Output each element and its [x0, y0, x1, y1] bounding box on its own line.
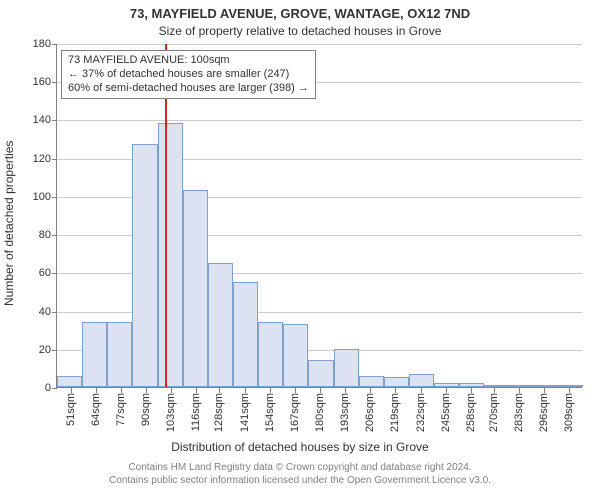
credit-line: Contains HM Land Registry data © Crown c…	[0, 462, 600, 475]
ytick-label: 60	[39, 267, 51, 279]
xtick-label: 154sqm	[264, 393, 276, 432]
histogram-bar	[535, 385, 560, 387]
histogram-bar	[359, 376, 384, 387]
histogram-bar	[107, 322, 132, 387]
xtick-label: 116sqm	[190, 393, 202, 431]
xtick-label: 232sqm	[415, 393, 427, 432]
histogram-bar	[208, 263, 233, 387]
histogram-bar	[258, 322, 283, 387]
xtick-label: 245sqm	[440, 393, 452, 432]
credits-text: Contains HM Land Registry data © Crown c…	[0, 462, 600, 487]
xtick-label: 167sqm	[289, 393, 301, 432]
chart-title: 73, MAYFIELD AVENUE, GROVE, WANTAGE, OX1…	[0, 6, 600, 21]
histogram-bar	[308, 360, 333, 387]
histogram-bar	[409, 374, 434, 387]
histogram-bar	[459, 383, 484, 387]
ytick-label: 40	[39, 306, 51, 318]
xtick-label: 103sqm	[165, 393, 177, 432]
xtick-label: 90sqm	[140, 393, 152, 426]
ytick-mark	[52, 82, 57, 83]
histogram-bar	[183, 190, 208, 387]
xtick-label: 51sqm	[65, 393, 77, 426]
ytick-mark	[52, 235, 57, 236]
ytick-mark	[52, 197, 57, 198]
gridline	[57, 44, 582, 45]
xtick-label: 180sqm	[314, 393, 326, 432]
ytick-label: 160	[33, 76, 51, 88]
ytick-label: 80	[39, 229, 51, 241]
xtick-label: 270sqm	[488, 393, 500, 432]
credit-line: Contains public sector information licen…	[0, 475, 600, 488]
ytick-label: 180	[33, 38, 51, 50]
ytick-mark	[52, 159, 57, 160]
ytick-mark	[52, 44, 57, 45]
xtick-label: 283sqm	[513, 393, 525, 432]
xtick-label: 296sqm	[538, 393, 550, 432]
histogram-bar	[384, 377, 409, 387]
xtick-label: 64sqm	[90, 393, 102, 426]
ytick-label: 140	[33, 114, 51, 126]
y-axis-label: Number of detached properties	[2, 141, 16, 306]
xtick-label: 309sqm	[563, 393, 575, 432]
histogram-bar	[233, 282, 258, 387]
chart-subtitle: Size of property relative to detached ho…	[0, 24, 600, 38]
histogram-bar	[484, 385, 509, 387]
histogram-bar	[283, 324, 308, 387]
annotation-box: 73 MAYFIELD AVENUE: 100sqm← 37% of detac…	[61, 50, 316, 99]
xtick-label: 219sqm	[389, 393, 401, 432]
ytick-label: 100	[33, 191, 51, 203]
xtick-label: 77sqm	[115, 393, 127, 426]
gridline	[57, 120, 582, 121]
ytick-mark	[52, 388, 57, 389]
histogram-bar	[82, 322, 107, 387]
plot-area: 02040608010012014016018051sqm64sqm77sqm9…	[56, 44, 582, 388]
histogram-bar	[334, 349, 359, 387]
xtick-label: 128sqm	[213, 393, 225, 432]
ytick-mark	[52, 120, 57, 121]
xtick-label: 193sqm	[339, 393, 351, 432]
annotation-line: 60% of semi-detached houses are larger (…	[68, 82, 309, 96]
xtick-label: 258sqm	[465, 393, 477, 432]
annotation-line: 73 MAYFIELD AVENUE: 100sqm	[68, 54, 309, 68]
histogram-bar	[510, 385, 535, 387]
x-axis-label: Distribution of detached houses by size …	[0, 440, 600, 454]
histogram-bar	[560, 385, 583, 387]
ytick-label: 20	[39, 344, 51, 356]
ytick-label: 0	[45, 382, 51, 394]
histogram-bar	[57, 376, 82, 387]
ytick-mark	[52, 350, 57, 351]
ytick-mark	[52, 312, 57, 313]
histogram-bar	[158, 123, 183, 387]
ytick-mark	[52, 273, 57, 274]
histogram-bar	[434, 383, 459, 387]
xtick-label: 141sqm	[239, 393, 251, 432]
annotation-line: ← 37% of detached houses are smaller (24…	[68, 68, 309, 82]
xtick-label: 206sqm	[364, 393, 376, 432]
histogram-bar	[132, 144, 157, 387]
ytick-label: 120	[33, 153, 51, 165]
histogram-chart: 73, MAYFIELD AVENUE, GROVE, WANTAGE, OX1…	[0, 0, 600, 500]
